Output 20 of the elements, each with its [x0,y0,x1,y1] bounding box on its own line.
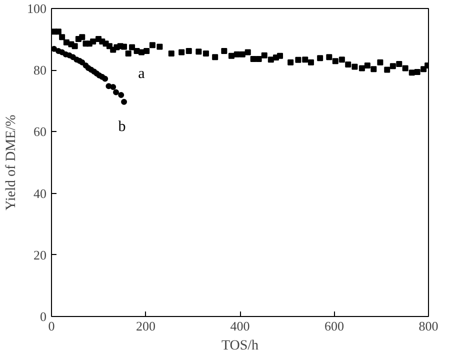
x-tick-label: 600 [324,318,344,334]
point [102,76,108,82]
point [121,98,128,105]
y-tick-label: 0 [40,309,46,324]
y-tick-label: 80 [34,62,46,78]
x-tick-label: 400 [230,318,250,334]
point [118,92,124,98]
y-tick-label: 60 [34,124,46,140]
y-tick-label: 20 [34,247,46,262]
x-axis-title: TOS/h [221,338,259,354]
x-tick-label: 800 [418,318,438,334]
y-tick-label: 40 [34,186,46,201]
point [110,84,116,90]
series-label: a [138,66,146,82]
point [113,89,120,96]
series-label: b [118,118,126,135]
point [79,59,86,66]
x-tick-label: 200 [136,318,156,334]
y-axis-title: Yield of DME/% [4,114,19,210]
y-tick-label: 100 [27,1,46,16]
